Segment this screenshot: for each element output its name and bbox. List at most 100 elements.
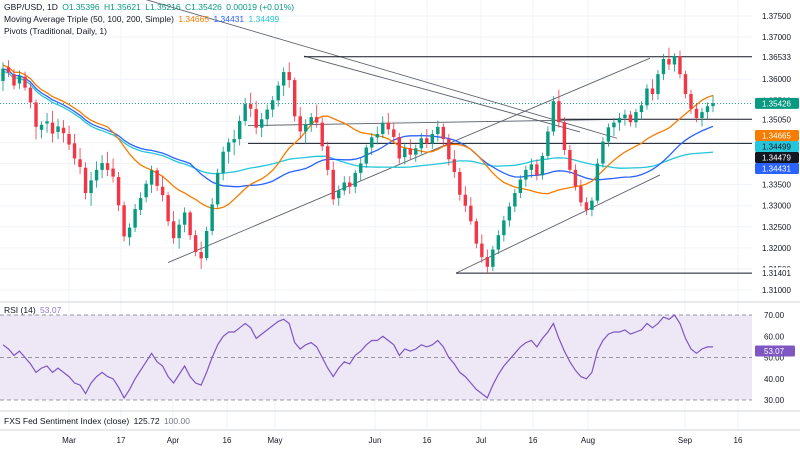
candle <box>491 245 495 272</box>
legend-pivots-row[interactable]: Pivots (Traditional, Daily, 1) <box>4 26 109 37</box>
candle-body <box>359 163 363 173</box>
candle <box>12 69 16 90</box>
candle-body <box>28 87 33 103</box>
price-label-bg <box>755 97 799 109</box>
price-label-text: 1.35426 <box>762 99 791 108</box>
candle-body <box>243 104 247 121</box>
candle-body <box>111 168 115 177</box>
candle <box>683 70 688 99</box>
candle <box>364 144 368 168</box>
symbol-label[interactable]: GBP/USD, 1D <box>4 2 58 12</box>
candle-body <box>628 114 633 123</box>
candle-body <box>149 170 154 185</box>
candle-body <box>265 109 269 120</box>
time-tick-label: Sep <box>678 436 693 445</box>
trendline <box>455 174 661 274</box>
candle-body <box>386 122 390 130</box>
candle-body <box>67 134 71 145</box>
candle-body <box>353 172 357 187</box>
candle <box>105 151 110 177</box>
candle-body <box>248 104 253 109</box>
candle-body <box>645 88 649 106</box>
price-label-text: 1.36533 <box>762 53 791 62</box>
pivot-levels <box>0 56 752 274</box>
candle-body <box>331 169 335 200</box>
candle-body <box>694 108 699 119</box>
candle <box>590 197 594 217</box>
candle-body <box>469 205 473 222</box>
candle <box>1 62 5 92</box>
candle <box>656 69 660 100</box>
candle <box>546 126 550 160</box>
price-label-bg <box>755 51 799 63</box>
candle-body <box>430 134 435 144</box>
candle <box>215 168 220 208</box>
rsi-tick-label: 60.00 <box>764 332 785 341</box>
candle <box>524 165 528 187</box>
candle <box>529 158 534 178</box>
trendline <box>145 0 618 139</box>
candle <box>133 204 137 232</box>
candle-body <box>672 56 677 65</box>
candle <box>67 125 71 151</box>
trendline <box>303 55 581 133</box>
candle-body <box>502 220 506 236</box>
trendlines <box>145 0 661 274</box>
candle-body <box>397 136 401 159</box>
legend-fxs-row[interactable]: FXS Fed Sentiment Index (close) 125.72 1… <box>4 416 192 427</box>
candle <box>711 95 715 113</box>
candle-body <box>232 139 236 143</box>
legend-ma-row[interactable]: Moving Average Triple (50, 100, 200, Sim… <box>4 14 281 25</box>
candle-body <box>612 122 616 128</box>
time-tick-label: 17 <box>117 436 126 445</box>
candle-body <box>89 180 93 194</box>
candle <box>667 47 671 70</box>
candle-body <box>436 126 440 135</box>
candle-body <box>623 114 627 119</box>
candle <box>243 98 247 126</box>
price-label-text: 1.34479 <box>762 154 791 163</box>
rsi-tick-label: 70.00 <box>764 311 785 320</box>
candle <box>160 176 165 202</box>
candle-body <box>122 205 126 237</box>
candle <box>226 138 231 164</box>
candle <box>353 169 357 194</box>
rsi-axis[interactable]: 70.00 60.00 50.00 40.00 30.00 53.07 <box>755 311 795 405</box>
candle <box>83 162 88 200</box>
time-tick-label: 16 <box>734 436 743 445</box>
candle <box>326 141 330 176</box>
rsi-pane <box>0 314 752 401</box>
candle-body <box>226 142 231 152</box>
candle-body <box>518 179 523 194</box>
candle-body <box>584 202 589 210</box>
candle-body <box>105 163 110 170</box>
candle-body <box>34 102 38 127</box>
candle-body <box>711 103 715 107</box>
time-tick-label: Apr <box>167 436 180 445</box>
time-tick-label: Jun <box>369 436 382 445</box>
candle <box>182 207 187 233</box>
candle-body <box>639 105 644 113</box>
candle-body <box>601 141 605 164</box>
time-axis[interactable]: Mar 17 Apr 16 May Jun 16 Jul 16 Aug Sep 16 <box>62 436 743 445</box>
candle <box>700 107 704 127</box>
price-tick-label: 1.33000 <box>762 202 791 211</box>
pivots-indicator-name: Pivots (Traditional, Daily, 1) <box>4 26 107 36</box>
candle <box>480 234 484 263</box>
ma100-value: 1.34431 <box>213 14 245 24</box>
candle-body <box>23 76 27 88</box>
candle-body <box>83 167 88 194</box>
candle-body <box>78 159 82 167</box>
price-label-text: 1.34499 <box>762 143 791 152</box>
legend-rsi-row[interactable]: RSI (14) 53.07 <box>4 305 63 316</box>
candle <box>259 112 264 137</box>
price-tick-label: 1.37000 <box>762 33 791 42</box>
price-label-text: 1.31401 <box>762 269 791 278</box>
candle-body <box>133 209 137 228</box>
candle <box>359 158 363 181</box>
ma-indicator-name: Moving Average Triple (50, 100, 200, Sim… <box>4 14 174 24</box>
candle-body <box>485 257 490 267</box>
candle-body <box>447 139 451 160</box>
candle <box>17 70 22 89</box>
